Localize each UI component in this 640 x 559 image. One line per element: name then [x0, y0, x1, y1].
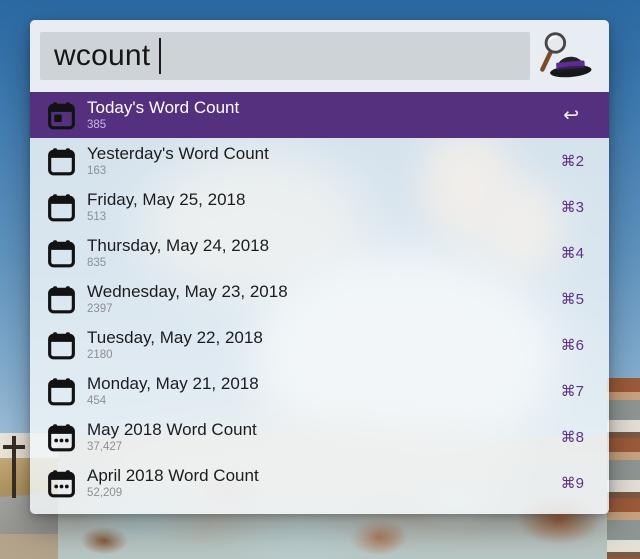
result-title: Today's Word Count — [87, 98, 240, 117]
calendar-icon — [46, 146, 76, 176]
result-row-todays-word-count[interactable]: Today's Word Count 385 ↩ — [30, 92, 609, 138]
result-subtitle: 513 — [87, 211, 107, 223]
search-input[interactable]: wcount — [40, 32, 530, 80]
calendar-icon — [46, 376, 76, 406]
telephone-pole — [12, 436, 16, 498]
result-row-may-2018-word-count[interactable]: May 2018 Word Count 37,427 ⌘8 — [30, 414, 609, 460]
result-title: Yesterday's Word Count — [87, 144, 269, 163]
result-row-thursday-may-24[interactable]: Thursday, May 24, 2018 835 ⌘4 — [30, 230, 609, 276]
shortcut-hint: ⌘3 — [560, 199, 584, 216]
result-row-yesterdays-word-count[interactable]: Yesterday's Word Count 163 ⌘2 — [30, 138, 609, 184]
shortcut-hint: ⌘9 — [560, 475, 584, 492]
shortcut-hint: ⌘2 — [560, 153, 584, 170]
result-row-tuesday-may-22[interactable]: Tuesday, May 22, 2018 2180 ⌘6 — [30, 322, 609, 368]
calendar-month-icon — [46, 468, 76, 498]
result-subtitle: 37,427 — [87, 441, 123, 453]
calendar-icon — [46, 330, 76, 360]
result-subtitle: 52,209 — [87, 487, 123, 499]
result-subtitle: 2397 — [87, 303, 113, 315]
result-subtitle: 385 — [87, 119, 107, 131]
result-subtitle: 163 — [87, 165, 107, 177]
result-subtitle: 835 — [87, 257, 107, 269]
telephone-pole-crossarm — [3, 445, 25, 449]
result-row-friday-may-25[interactable]: Friday, May 25, 2018 513 ⌘3 — [30, 184, 609, 230]
calendar-month-icon — [46, 422, 76, 452]
result-subtitle: 454 — [87, 395, 107, 407]
result-title: Wednesday, May 23, 2018 — [87, 282, 288, 301]
result-title: Monday, May 21, 2018 — [87, 374, 259, 393]
shortcut-hint: ⌘8 — [560, 429, 584, 446]
results-list: Today's Word Count 385 ↩ Yesterday's Wor… — [30, 92, 609, 506]
return-key-hint: ↩ — [563, 104, 579, 126]
rusty-structure — [607, 378, 640, 559]
result-title: Tuesday, May 22, 2018 — [87, 328, 263, 347]
result-title: May 2018 Word Count — [87, 420, 257, 439]
shortcut-hint: ⌘6 — [560, 337, 584, 354]
calendar-icon — [46, 192, 76, 222]
calendar-icon — [46, 238, 76, 268]
calendar-today-icon — [46, 100, 76, 130]
shortcut-hint: ⌘5 — [560, 291, 584, 308]
result-row-april-2018-word-count[interactable]: April 2018 Word Count 52,209 ⌘9 — [30, 460, 609, 506]
result-row-wednesday-may-23[interactable]: Wednesday, May 23, 2018 2397 ⌘5 — [30, 276, 609, 322]
alfred-window: wcount — [30, 20, 609, 514]
shortcut-hint: ⌘4 — [560, 245, 584, 262]
result-title: April 2018 Word Count — [87, 466, 259, 485]
result-subtitle: 2180 — [87, 349, 113, 361]
shortcut-hint: ⌘7 — [560, 383, 584, 400]
result-row-monday-may-21[interactable]: Monday, May 21, 2018 454 ⌘7 — [30, 368, 609, 414]
search-bar: wcount — [30, 20, 609, 92]
result-title: Friday, May 25, 2018 — [87, 190, 246, 209]
search-query-text: wcount — [54, 39, 151, 72]
alfred-hat-icon — [535, 28, 597, 84]
text-cursor — [159, 38, 162, 74]
calendar-icon — [46, 284, 76, 314]
result-title: Thursday, May 24, 2018 — [87, 236, 270, 255]
